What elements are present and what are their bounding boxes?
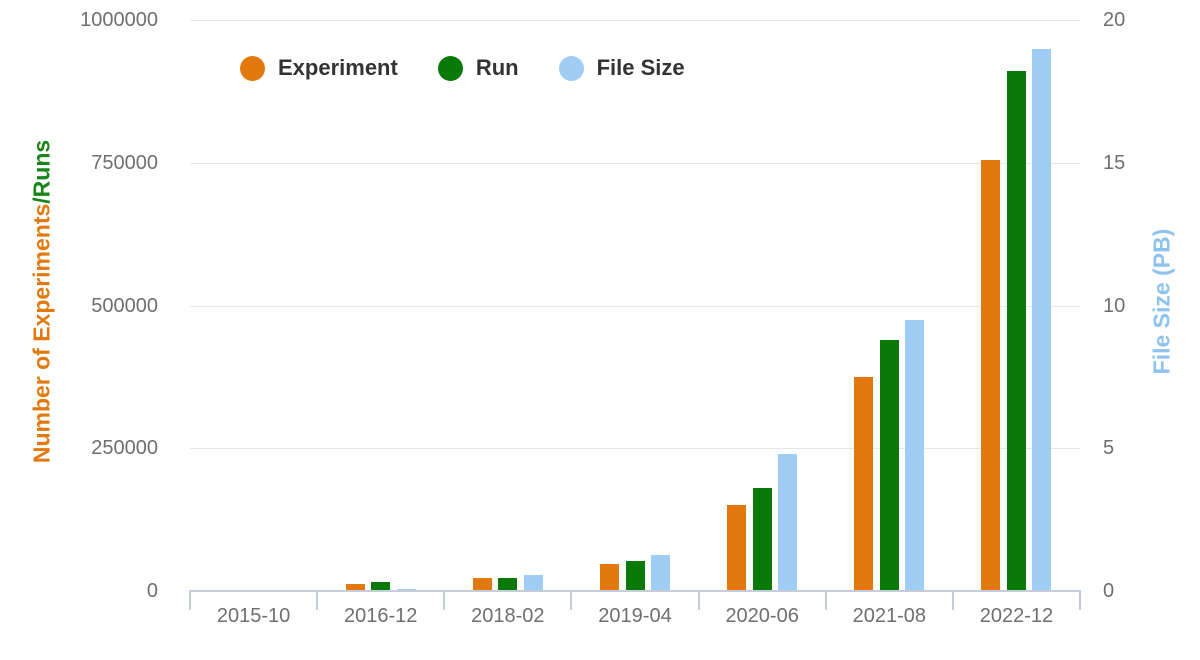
x-axis-category-label: 2015-10 (216, 605, 291, 627)
legend-item-label: File Size (596, 55, 685, 80)
left-axis-tick-label: 750000 (91, 151, 158, 174)
x-axis-category-label: 2020-06 (725, 605, 799, 627)
right-axis-tick-label: 10 (1103, 294, 1126, 317)
left-axis-tick-label: 500000 (91, 294, 158, 317)
bar-run-2019-04 (625, 561, 645, 591)
gridline (190, 162, 1080, 164)
x-axis-category-label: 2021-08 (852, 605, 926, 627)
gridline (190, 305, 1080, 307)
x-axis-category-label: 2022-12 (979, 605, 1054, 627)
x-axis-tick (951, 592, 954, 610)
x-axis-tick (443, 592, 446, 610)
x-axis-tick (570, 592, 573, 610)
right-axis-tick-label: 15 (1103, 151, 1126, 174)
x-axis-tick (824, 592, 827, 610)
left-axis-tick-label: 1000000 (80, 9, 158, 31)
legend-marker-circle-icon (558, 55, 584, 81)
x-axis-line (189, 590, 1081, 592)
legend-item-label: Run (475, 55, 519, 80)
bar-experiment-2021-08 (854, 377, 874, 591)
left-axis-title-experiments: Number of Experiments (28, 203, 55, 464)
bar-file-size-2020-06 (778, 454, 798, 591)
x-axis-category-label: 2016-12 (344, 605, 418, 627)
left-axis-tick-label: 0 (146, 580, 158, 602)
gridline (190, 20, 1080, 21)
x-axis-category-label: 2019-04 (598, 605, 672, 627)
right-axis-tick-label: 5 (1103, 437, 1115, 460)
gridline (190, 448, 1080, 450)
legend-item-label: Experiment (278, 55, 398, 80)
x-axis-tick (189, 592, 191, 610)
bar-experiment-2018-02 (472, 578, 492, 591)
bar-experiment-2019-04 (600, 564, 619, 591)
x-axis-tick (697, 592, 700, 610)
bar-file-size-2022-12 (1032, 49, 1052, 591)
legend-item-experiment[interactable]: Experiment (240, 55, 398, 81)
x-axis-category-label: 2018-02 (471, 605, 545, 627)
bar-file-size-2018-02 (523, 575, 543, 591)
bar-experiment-2022-12 (981, 160, 1001, 591)
bar-file-size-2021-08 (905, 320, 925, 591)
legend-item-file-size[interactable]: File Size (558, 55, 685, 81)
x-axis-tick (316, 592, 319, 610)
x-axis-tick (1079, 592, 1081, 610)
bar-run-2020-06 (752, 488, 772, 591)
legend-marker-circle-icon (240, 55, 265, 81)
right-axis-tick-label: 0 (1103, 580, 1115, 602)
left-axis-tick-label: 250000 (91, 437, 158, 460)
bar-run-2018-02 (498, 578, 518, 591)
legend-item-run[interactable]: Run (437, 55, 519, 81)
bar-file-size-2019-04 (651, 555, 670, 591)
legend-marker-circle-icon (437, 55, 463, 81)
right-axis-title: File Size (PB) (1148, 228, 1175, 375)
bar-run-2021-08 (879, 340, 899, 591)
right-axis-tick-label: 20 (1103, 9, 1126, 31)
bar-run-2016-12 (371, 582, 391, 591)
legend: Experiment Run File Size (240, 54, 685, 82)
bar-experiment-2016-12 (345, 584, 365, 591)
bar-run-2022-12 (1006, 71, 1026, 591)
bar-experiment-2020-06 (727, 505, 747, 591)
